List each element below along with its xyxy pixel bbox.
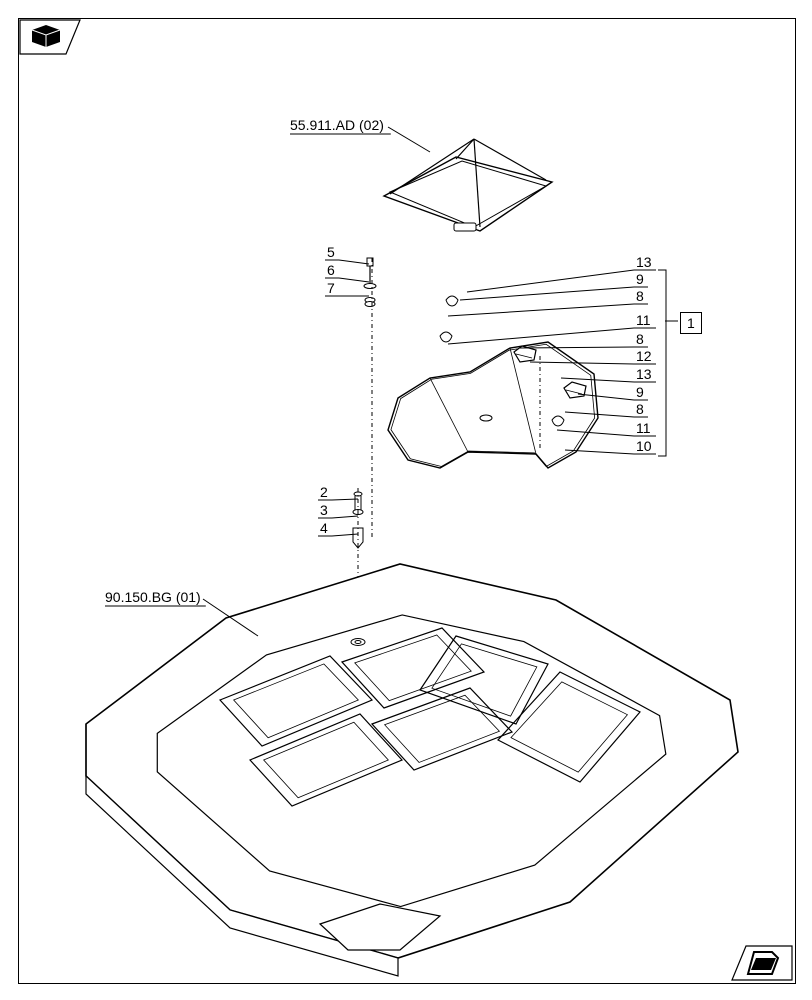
callout-7-2: 7 [327, 281, 335, 295]
callout-8-5: 8 [636, 289, 644, 303]
callout-4-16: 4 [320, 521, 328, 535]
callout-box-1: 1 [680, 312, 702, 334]
callout-11-6: 11 [636, 313, 651, 327]
ref-top: 55.911.AD (02) [290, 118, 384, 132]
callout-3-15: 3 [320, 503, 328, 517]
callout-8-7: 8 [636, 332, 644, 346]
callout-9-4: 9 [636, 272, 644, 286]
ref-bottom: 90.150.BG (01) [105, 590, 201, 604]
callout-12-8: 12 [636, 349, 652, 363]
callout-8-11: 8 [636, 402, 644, 416]
callout-13-3: 13 [636, 255, 652, 269]
callout-10-13: 10 [636, 439, 652, 453]
callout-11-12: 11 [636, 421, 651, 435]
callout-13-9: 13 [636, 367, 652, 381]
diagram-canvas [0, 0, 812, 1000]
callout-6-1: 6 [327, 263, 335, 277]
callout-5-0: 5 [327, 245, 335, 259]
callout-2-14: 2 [320, 485, 328, 499]
callout-9-10: 9 [636, 385, 644, 399]
